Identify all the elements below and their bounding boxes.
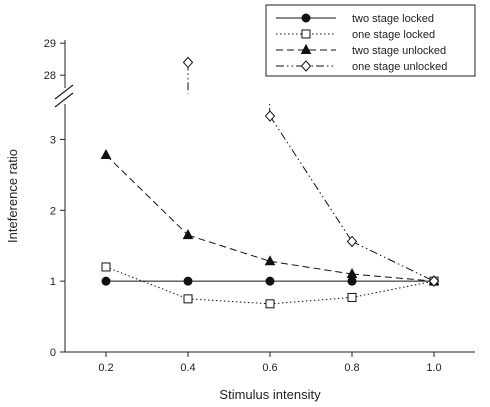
data-point (264, 255, 276, 266)
data-point (183, 276, 193, 286)
data-point (346, 267, 358, 279)
axes (54, 40, 475, 353)
data-point (182, 56, 194, 69)
legend-box (265, 4, 476, 77)
series-line-segment (351, 280, 435, 298)
series-line-segment (351, 273, 435, 282)
data-point (264, 110, 276, 122)
data-point (347, 276, 357, 286)
series-line-segment (351, 241, 435, 282)
x-tick-label: 1.0 (426, 362, 441, 374)
legend-marker (301, 29, 311, 39)
series-2 (100, 148, 440, 286)
legend-label: one stage locked (352, 29, 435, 41)
data-point (347, 292, 357, 302)
series-layer (100, 56, 440, 309)
series-line-segment (269, 115, 353, 242)
series-line-segment (105, 154, 189, 236)
series-3 (182, 56, 440, 287)
y-tick-label: 1 (50, 276, 56, 288)
legend: two stage locked one stage locked two stag… (265, 4, 476, 77)
x-tick-label: 0.2 (98, 362, 113, 374)
series-line-segment (105, 266, 189, 300)
data-point (265, 299, 275, 309)
x-tick-label: 0.4 (180, 362, 195, 374)
legend-marker (300, 43, 312, 54)
data-point (428, 275, 440, 287)
legend-label: one stage unlocked (352, 61, 447, 73)
y-tick-label: 28 (44, 70, 56, 82)
legend-label: two stage locked (352, 13, 434, 25)
series-line-segment (269, 260, 353, 275)
y-axis-title: Inteference ratio (5, 149, 20, 243)
data-point (101, 262, 111, 272)
y-tick-label: 0 (50, 347, 56, 359)
y-tick-label: 2 (50, 205, 56, 217)
y-ticks: 0 1 2 3 28 29 (44, 38, 65, 359)
series-0 (101, 276, 439, 286)
y-tick-label: 3 (50, 134, 56, 146)
legend-marker (300, 60, 312, 72)
legend-marker (301, 13, 311, 23)
data-point (101, 276, 111, 286)
series-line-segment (187, 234, 271, 262)
data-point (346, 235, 358, 248)
x-ticks: 0.2 0.4 0.6 0.8 1.0 (98, 352, 442, 374)
x-tick-label: 0.6 (262, 362, 277, 374)
data-point (182, 229, 194, 240)
series-line-segment (269, 296, 353, 305)
x-axis-title: Stimulus intensity (219, 387, 321, 402)
x-tick-label: 0.8 (344, 362, 359, 374)
legend-label: two stage unlocked (352, 45, 446, 57)
data-point (183, 294, 193, 304)
series-line-segment (187, 298, 271, 305)
data-point (265, 276, 275, 286)
axis-break-mark (54, 84, 74, 108)
y-tick-label: 29 (44, 38, 56, 50)
data-point (100, 148, 112, 160)
